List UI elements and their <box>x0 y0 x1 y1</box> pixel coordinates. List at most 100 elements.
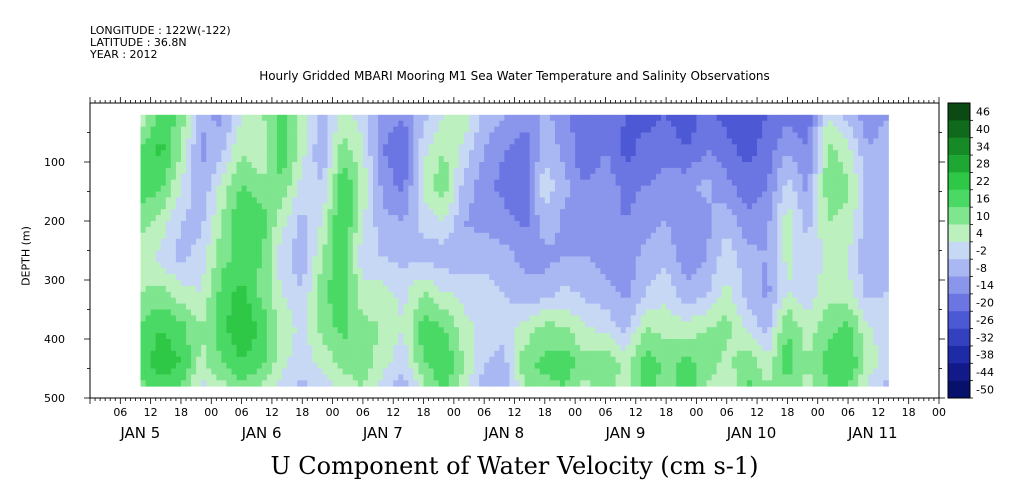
heatmap-cell <box>327 256 333 263</box>
heatmap-cell <box>615 197 622 204</box>
heatmap-cell <box>615 350 622 358</box>
heatmap-cell <box>170 126 177 133</box>
heatmap-cell <box>155 132 162 139</box>
heatmap-cell <box>155 221 162 228</box>
heatmap-cell <box>469 120 475 127</box>
heatmap-cell <box>686 185 692 192</box>
heatmap-cell <box>155 126 162 133</box>
heatmap-cell <box>570 374 576 381</box>
heatmap-cell <box>388 114 394 122</box>
heatmap-cell <box>398 244 404 251</box>
heatmap-cell <box>352 197 359 204</box>
heatmap-cell <box>681 368 687 375</box>
heatmap-cell <box>201 120 207 127</box>
heatmap-cell <box>676 203 682 210</box>
heatmap-cell <box>241 380 248 387</box>
heatmap-cell <box>509 215 515 222</box>
heatmap-cell <box>221 256 227 263</box>
heatmap-cell <box>206 132 212 139</box>
heatmap-cell <box>524 333 531 340</box>
heatmap-cell <box>226 191 232 198</box>
heatmap-cell <box>231 150 237 157</box>
heatmap-cell <box>479 232 485 240</box>
heatmap-cell <box>620 268 627 275</box>
heatmap-cell <box>645 221 652 228</box>
heatmap-cell <box>297 150 303 157</box>
heatmap-cell <box>489 280 495 287</box>
heatmap-cell <box>565 268 571 275</box>
heatmap-cell <box>524 162 531 169</box>
heatmap-cell <box>433 215 440 222</box>
heatmap-cell <box>322 126 328 133</box>
heatmap-cell <box>524 321 531 328</box>
heatmap-cell <box>342 380 349 387</box>
heatmap-cell <box>544 256 551 263</box>
heatmap-cell <box>661 362 667 369</box>
heatmap-cell <box>610 179 616 186</box>
heatmap-cell <box>509 150 515 157</box>
heatmap-cell <box>610 374 616 381</box>
heatmap-cell <box>362 120 369 127</box>
heatmap-cell <box>236 280 242 287</box>
heatmap-cell <box>423 238 429 245</box>
heatmap-cell <box>635 173 642 181</box>
heatmap-cell <box>534 173 541 181</box>
heatmap-cell <box>307 368 313 375</box>
heatmap-cell <box>443 167 450 175</box>
heatmap-cell <box>145 120 152 127</box>
heatmap-cell <box>241 344 248 352</box>
heatmap-cell <box>413 333 419 340</box>
heatmap-cell <box>367 285 374 293</box>
heatmap-cell <box>479 356 485 363</box>
heatmap-cell <box>175 120 182 127</box>
heatmap-cell <box>266 315 273 322</box>
heatmap-cell <box>312 344 318 352</box>
heatmap-cell <box>554 350 561 358</box>
heatmap-cell <box>287 238 293 245</box>
heatmap-cell <box>565 350 571 358</box>
heatmap-cell <box>585 185 591 192</box>
heatmap-cell <box>580 120 586 127</box>
heatmap-cell <box>292 221 298 228</box>
heatmap-cell <box>367 179 374 186</box>
heatmap-cell <box>610 250 616 257</box>
heatmap-cell <box>600 173 606 181</box>
heatmap-cell <box>408 333 414 340</box>
heatmap-cell <box>650 274 657 281</box>
heatmap-cell <box>352 215 359 222</box>
heatmap-cell <box>453 268 460 275</box>
heatmap-cell <box>600 262 606 269</box>
heatmap-cell <box>393 138 399 145</box>
heatmap-cell <box>362 327 369 334</box>
heatmap-cell <box>524 238 531 245</box>
heatmap-cell <box>191 303 197 310</box>
heatmap-cell <box>337 162 344 169</box>
heatmap-cell <box>479 126 485 133</box>
heatmap-cell <box>504 280 510 287</box>
heatmap-cell <box>398 120 404 127</box>
heatmap-cell <box>398 368 404 375</box>
heatmap-cell <box>428 197 435 204</box>
heatmap-cell <box>570 309 576 316</box>
heatmap-cell <box>443 238 450 245</box>
heatmap-cell <box>448 374 455 381</box>
heatmap-cell <box>458 126 465 133</box>
heatmap-cell <box>433 274 440 281</box>
heatmap-cell <box>367 327 374 334</box>
heatmap-cell <box>686 197 692 204</box>
heatmap-cell <box>519 256 525 263</box>
heatmap-cell <box>160 321 167 328</box>
heatmap-cell <box>246 291 253 299</box>
heatmap-cell <box>256 215 263 222</box>
heatmap-cell <box>352 138 359 145</box>
heatmap-cell <box>418 114 424 122</box>
heatmap-cell <box>241 173 248 181</box>
heatmap-cell <box>615 380 622 387</box>
heatmap-cell <box>590 197 596 204</box>
heatmap-cell <box>160 250 167 257</box>
heatmap-cell <box>656 197 662 204</box>
heatmap-cell <box>155 144 162 151</box>
heatmap-cell <box>544 114 551 122</box>
heatmap-cell <box>676 209 682 216</box>
heatmap-cell <box>357 333 364 340</box>
